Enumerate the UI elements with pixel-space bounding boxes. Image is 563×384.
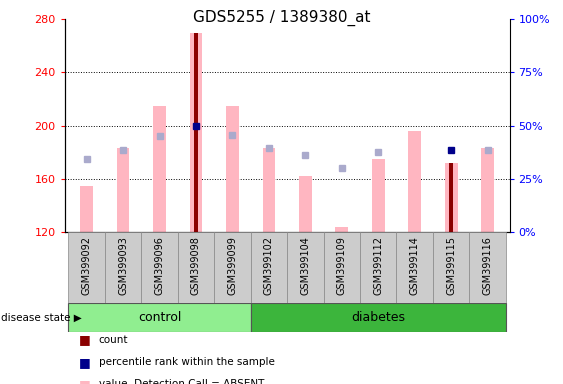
Bar xyxy=(141,232,178,303)
Bar xyxy=(470,232,506,303)
Text: diabetes: diabetes xyxy=(351,311,405,324)
Bar xyxy=(251,303,506,332)
Text: GSM399098: GSM399098 xyxy=(191,236,201,295)
Bar xyxy=(408,131,421,232)
Bar xyxy=(153,106,166,232)
Text: ■: ■ xyxy=(79,378,91,384)
Bar xyxy=(481,148,494,232)
Bar xyxy=(194,33,198,232)
Text: GDS5255 / 1389380_at: GDS5255 / 1389380_at xyxy=(193,10,370,26)
Bar xyxy=(117,148,129,232)
Bar xyxy=(251,232,287,303)
Bar xyxy=(105,232,141,303)
Text: GSM399092: GSM399092 xyxy=(82,236,92,295)
Text: disease state ▶: disease state ▶ xyxy=(1,313,82,323)
Bar xyxy=(433,232,470,303)
Bar xyxy=(68,303,251,332)
Text: value, Detection Call = ABSENT: value, Detection Call = ABSENT xyxy=(99,379,264,384)
Text: count: count xyxy=(99,335,128,345)
Bar xyxy=(190,33,202,232)
Bar xyxy=(299,176,312,232)
Text: ■: ■ xyxy=(79,333,91,346)
Bar xyxy=(372,159,385,232)
Bar xyxy=(226,106,239,232)
Text: GSM399116: GSM399116 xyxy=(482,236,493,295)
Text: control: control xyxy=(138,311,181,324)
Text: GSM399099: GSM399099 xyxy=(227,236,238,295)
Bar xyxy=(445,163,458,232)
Text: GSM399112: GSM399112 xyxy=(373,236,383,295)
Bar xyxy=(178,232,214,303)
Text: ■: ■ xyxy=(79,356,91,369)
Bar xyxy=(449,163,453,232)
Text: GSM399114: GSM399114 xyxy=(410,236,420,295)
Bar xyxy=(336,227,348,232)
Bar xyxy=(396,232,433,303)
Bar xyxy=(360,232,396,303)
Bar xyxy=(324,232,360,303)
Text: GSM399104: GSM399104 xyxy=(300,236,310,295)
Bar xyxy=(81,186,93,232)
Text: GSM399093: GSM399093 xyxy=(118,236,128,295)
Text: GSM399115: GSM399115 xyxy=(446,236,456,295)
Bar xyxy=(262,148,275,232)
Bar xyxy=(68,232,105,303)
Text: percentile rank within the sample: percentile rank within the sample xyxy=(99,357,274,367)
Text: GSM399102: GSM399102 xyxy=(264,236,274,295)
Bar xyxy=(287,232,324,303)
Text: GSM399096: GSM399096 xyxy=(154,236,164,295)
Bar xyxy=(214,232,251,303)
Text: GSM399109: GSM399109 xyxy=(337,236,347,295)
